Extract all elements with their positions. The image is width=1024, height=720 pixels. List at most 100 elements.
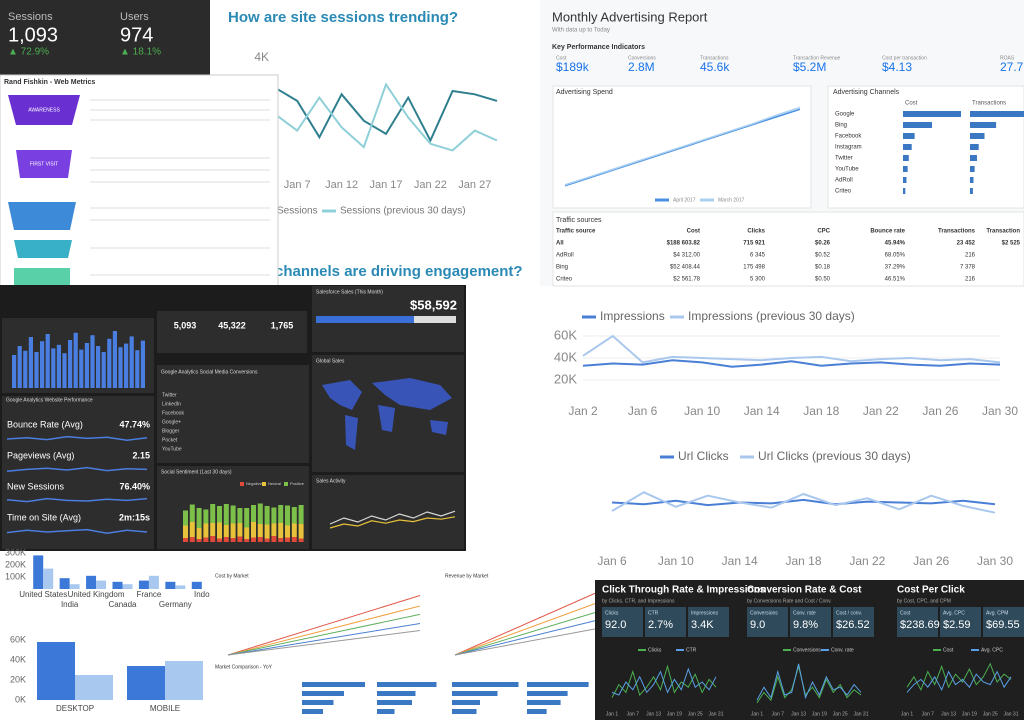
y-tick-label: 0K — [15, 694, 26, 704]
x-tick-label: Jan 12 — [325, 179, 358, 191]
legend-label: April 2017 — [673, 197, 696, 203]
x-tick-label: Canada — [108, 600, 137, 609]
label: Google Analytics Website Performance — [6, 397, 93, 403]
bar — [86, 575, 97, 589]
x-tick-label: Jan 25 — [833, 711, 848, 717]
bar — [527, 691, 568, 696]
x-tick-label: Jan 1 — [751, 711, 763, 717]
label: ▲ 72.9% — [8, 47, 49, 58]
x-tick-label: Jan 27 — [458, 179, 491, 191]
x-tick-label: Indo — [194, 590, 210, 599]
label: by Cost, CPC, and CPM — [897, 598, 951, 604]
y-tick-label: 300K — [5, 547, 26, 557]
legend-label: Positive — [290, 481, 305, 486]
bar-segment — [244, 508, 250, 528]
x-tick-label: Jan 17 — [369, 179, 402, 191]
sparkline — [6, 528, 148, 534]
bar — [302, 709, 323, 714]
legend-label: Impressions — [600, 309, 665, 323]
line — [454, 611, 599, 656]
x-tick-label: Jan 19 — [812, 711, 827, 717]
x-tick-label: Jan 13 — [941, 711, 956, 717]
bar — [43, 568, 54, 589]
label: Cost per transaction — [882, 55, 927, 61]
row-label: Twitter — [162, 392, 177, 398]
bar — [377, 691, 416, 696]
label: 27.7 — [1000, 60, 1024, 74]
bar — [84, 343, 89, 388]
bar — [302, 700, 334, 705]
label: Avg. CPM — [986, 610, 1008, 616]
column-header: Bounce rate — [870, 229, 905, 235]
x-tick-label: Jan 25 — [688, 711, 703, 717]
bar-segment — [291, 537, 297, 542]
row-label: Google — [835, 112, 855, 118]
x-tick-label: Jan 22 — [863, 404, 899, 418]
bar-segment — [237, 508, 243, 523]
label: 5,093 — [174, 320, 197, 330]
label: 76.40% — [119, 481, 150, 491]
label: 974 — [120, 24, 153, 46]
dark-card — [312, 475, 464, 549]
dark-card — [157, 311, 307, 353]
bar — [970, 111, 1024, 117]
line — [582, 359, 1001, 368]
label: Sessions — [8, 11, 53, 23]
row-label: AdRoll — [835, 178, 853, 184]
kpi-box — [645, 607, 686, 637]
bar — [452, 700, 480, 705]
x-tick-label: Jan 13 — [646, 711, 661, 717]
bar — [970, 144, 979, 150]
bar — [45, 334, 50, 388]
line — [274, 82, 498, 152]
bar — [124, 343, 129, 388]
x-tick-label: Jan 26 — [922, 404, 958, 418]
cell: 175 498 — [743, 265, 765, 271]
y-tick-label: 4K — [254, 50, 269, 64]
label: Global Sales — [316, 358, 345, 364]
bar-segment — [257, 503, 263, 524]
x-tick-label: Jan 7 — [922, 711, 934, 717]
kpi-box — [747, 607, 788, 637]
x-tick-label: Jan 25 — [983, 711, 998, 717]
legend-label: Url Clicks — [678, 449, 729, 463]
bar — [970, 177, 974, 183]
kpi-box — [602, 607, 643, 637]
bar-segment — [251, 522, 256, 538]
funnel — [8, 95, 80, 300]
bar-segment — [217, 522, 222, 539]
label: FIRST VISIT — [30, 161, 58, 167]
cell: 7 378 — [960, 265, 976, 271]
bar-segment — [196, 508, 202, 528]
bar — [970, 133, 985, 139]
label: ROAS — [1000, 55, 1015, 61]
bar — [191, 581, 202, 589]
cell: 715 921 — [743, 241, 765, 247]
legend-label: Impressions (previous 30 days) — [688, 309, 855, 323]
line — [227, 595, 421, 656]
label: Transaction Revenue — [793, 55, 841, 61]
bar-segment — [244, 527, 250, 539]
bar — [59, 578, 70, 589]
label: Clicks — [605, 610, 619, 616]
legend-label: Conversions — [793, 647, 821, 653]
row-label: Facebook — [835, 134, 862, 140]
cell: 216 — [965, 277, 976, 283]
sparkline — [6, 466, 148, 472]
y-tick-label: 60K — [554, 327, 577, 342]
cell: $0.26 — [815, 241, 831, 247]
line — [454, 627, 599, 656]
cell: $52 408.44 — [670, 265, 701, 271]
channels-card — [827, 85, 1024, 209]
label: by Clicks, CTR, and Impressions — [602, 598, 675, 604]
bar — [903, 133, 915, 139]
label: 1,093 — [8, 24, 58, 46]
legend-label: CTR — [686, 647, 697, 653]
x-tick-label: DESKTOP — [56, 704, 94, 713]
bar — [138, 580, 149, 589]
label: 9.8% — [793, 619, 818, 631]
bar-segment — [251, 505, 256, 522]
label: channels are driving engagement? — [275, 263, 523, 280]
row-label: Twitter — [835, 156, 853, 162]
bar-segment — [278, 538, 284, 542]
